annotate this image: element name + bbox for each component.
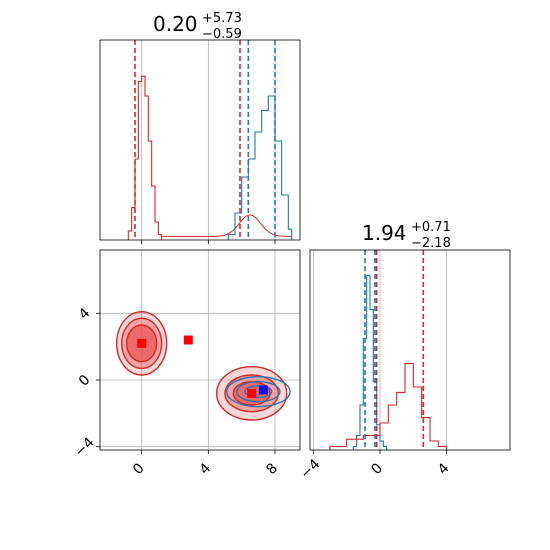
x-tick-label: 4 [197,460,215,478]
marker-point [137,338,147,348]
contour-blue [225,375,291,408]
panel-hist-param-2: −4 0 4 [298,249,511,482]
x-tick-label: 4 [435,460,453,478]
panel-frame [99,39,301,241]
y-tick-label: 4 [76,305,94,323]
title-param-2-lower: −2.18 [411,236,451,251]
panel-frame [99,249,301,451]
histogram-series-red [329,363,448,450]
contour-blue [244,385,273,399]
x-tick-label: 0 [368,460,386,478]
panel-2d-joint: 0 4 8 −4 0 4 [72,249,301,478]
x-tick-label: 8 [263,460,281,478]
y-tick-label: −4 [72,434,98,460]
contour-blue [235,380,281,403]
panel-hist-param-1 [99,39,301,244]
histogram-series-red [127,75,163,240]
title-param-1-median: 0.20 [153,12,198,36]
panel-frame [309,249,511,451]
title-param-2-median: 1.94 [362,221,407,245]
marker-point [183,335,193,345]
x-tick-label: 0 [130,460,148,478]
histogram-series-blue [352,274,388,450]
histogram-tail-red [161,214,292,237]
marker-point [247,388,257,398]
marker-point [258,385,268,395]
title-param-1-upper: +5.73 [202,11,242,26]
title-param-1-lower: −0.59 [202,27,242,42]
x-tick-label: −4 [298,456,324,482]
title-param-2-upper: +0.71 [411,220,451,235]
y-tick-label: 0 [76,372,94,390]
histogram-series-blue [227,95,293,240]
